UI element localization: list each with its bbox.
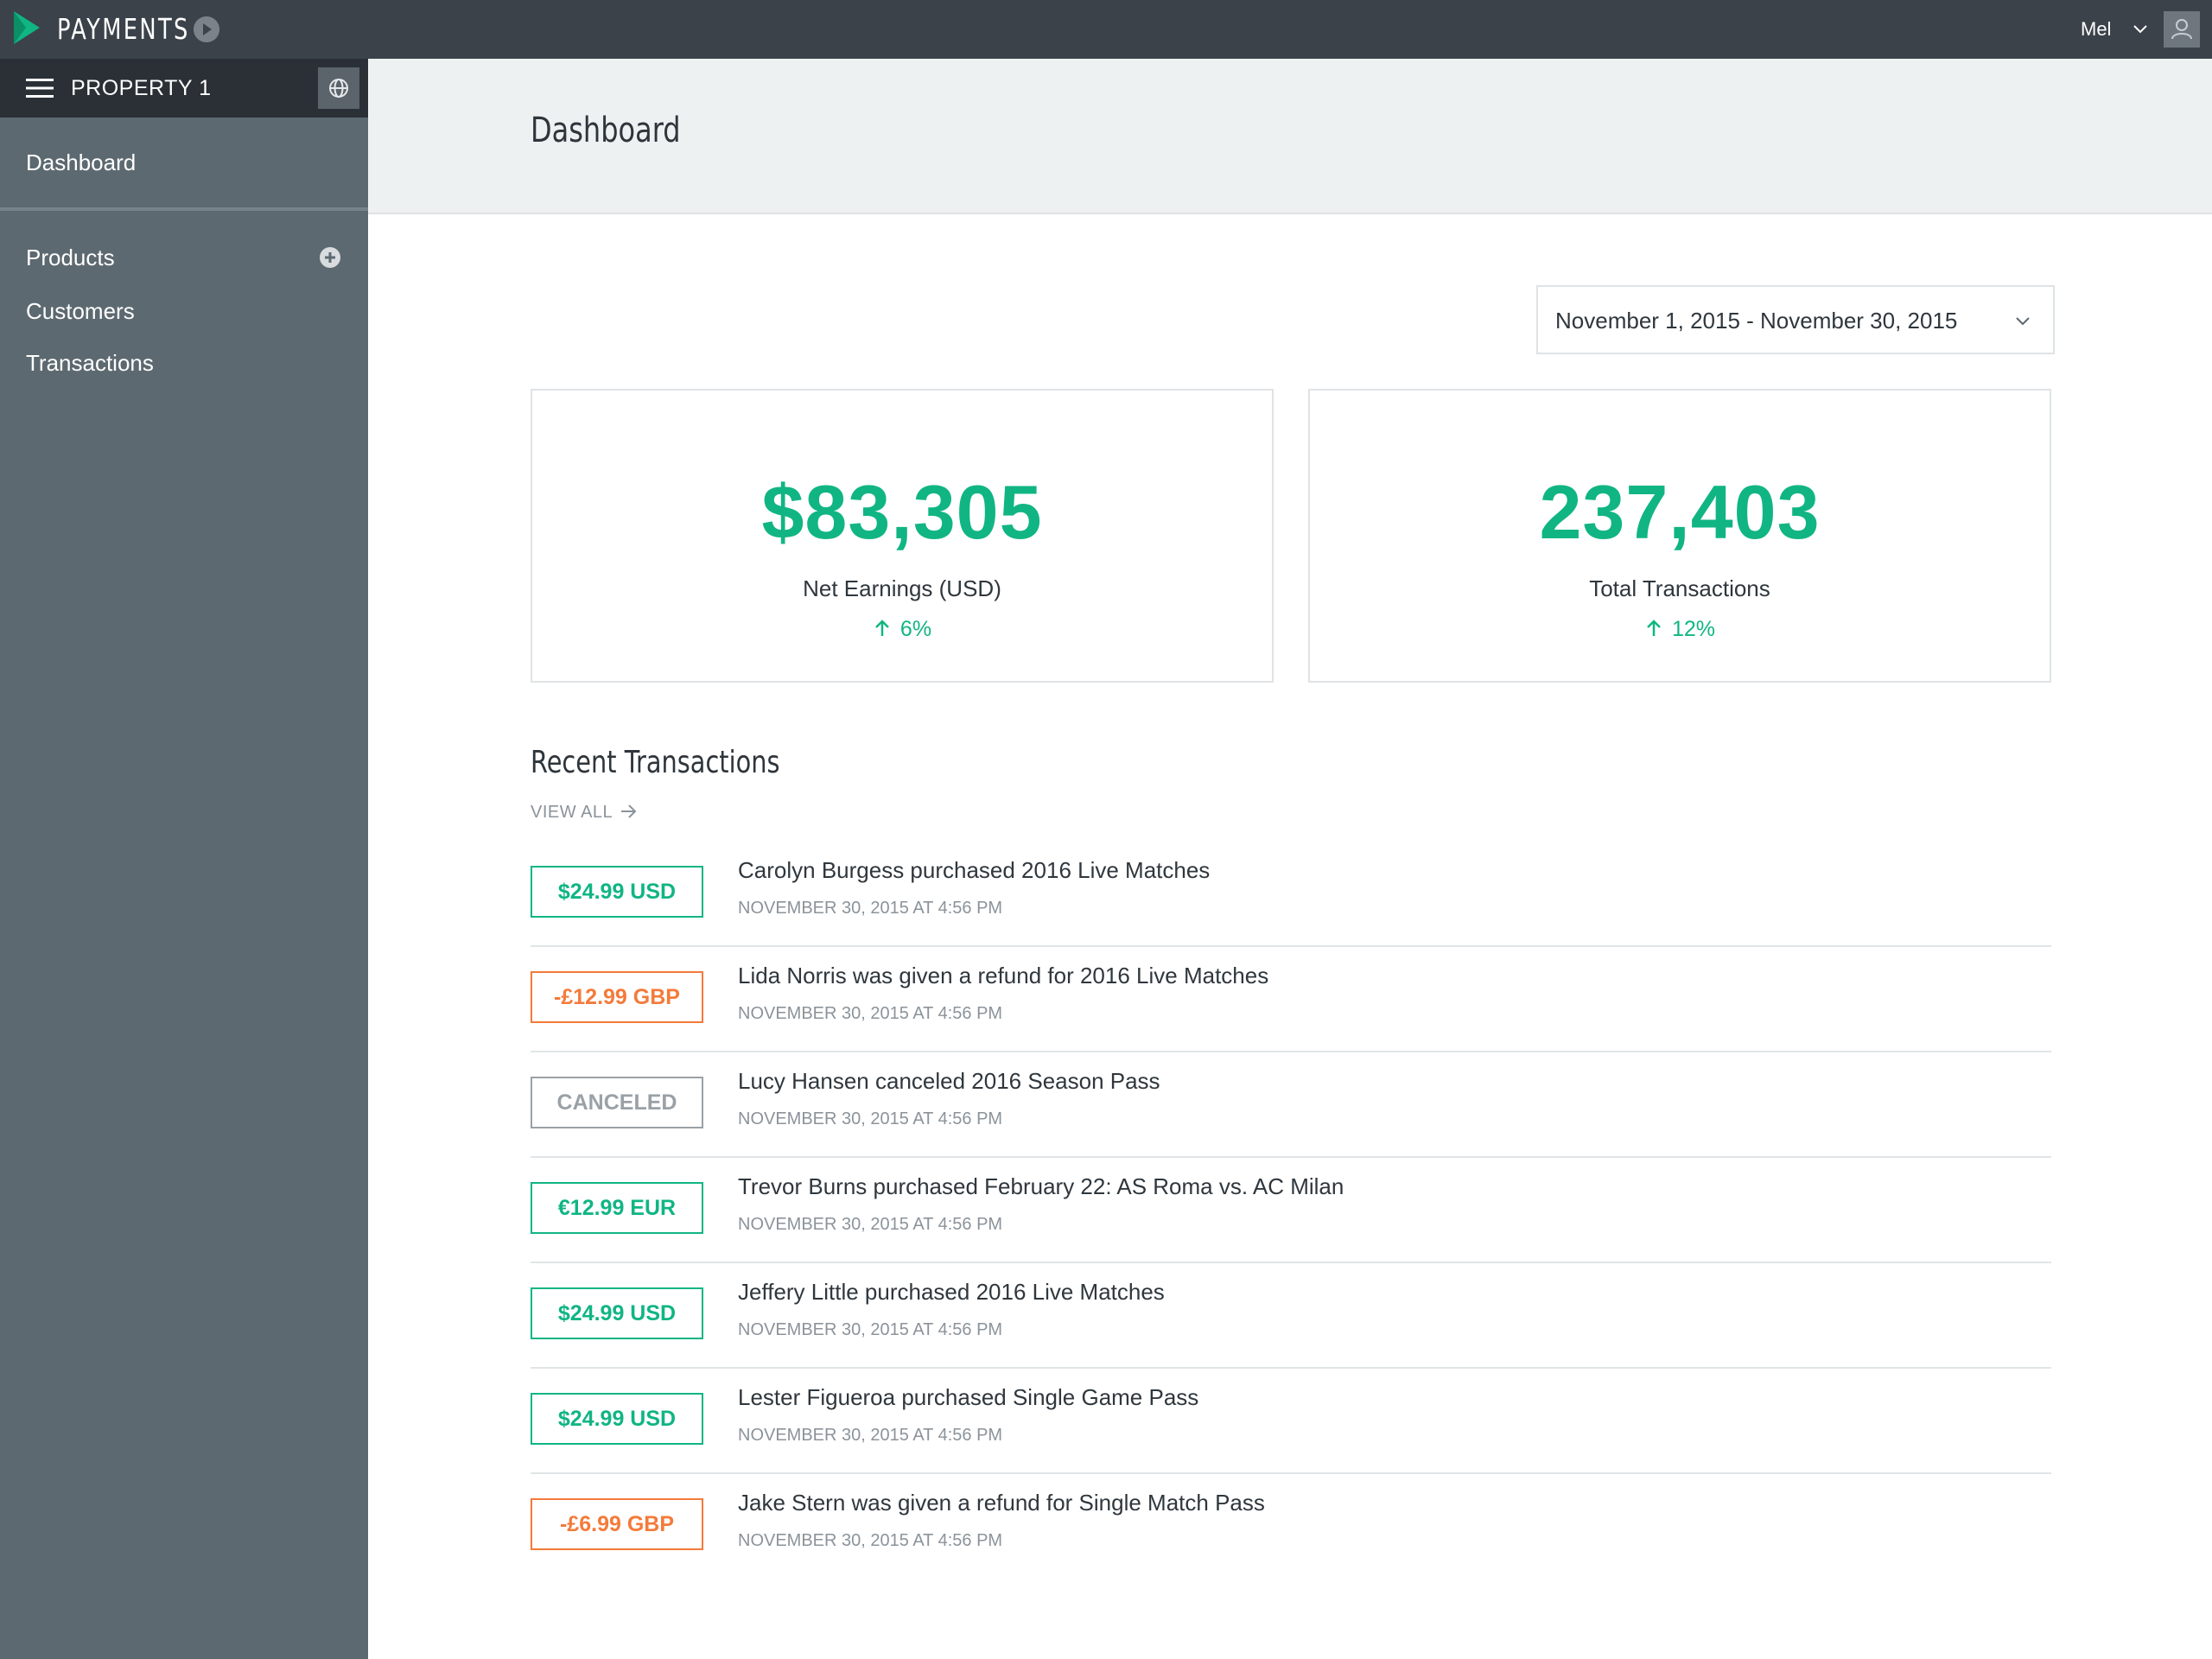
- transaction-row[interactable]: -£12.99 GBP Lida Norris was given a refu…: [531, 947, 2051, 1052]
- payments-logo-icon[interactable]: [14, 11, 40, 44]
- globe-icon: [329, 79, 348, 98]
- sidebar-item-products[interactable]: Products: [0, 235, 368, 280]
- sidebar: PROPERTY 1 Dashboard Products Customers …: [0, 59, 368, 1659]
- transaction-description: Trevor Burns purchased February 22: AS R…: [738, 1173, 1344, 1199]
- sidebar-item-dashboard[interactable]: Dashboard: [0, 119, 368, 206]
- sidebar-item-customers[interactable]: Customers: [0, 289, 368, 334]
- user-name[interactable]: Mel: [2081, 18, 2112, 40]
- view-all-link[interactable]: VIEW ALL: [531, 803, 613, 822]
- page-title: Dashboard: [531, 111, 681, 150]
- net-earnings-value: $83,305: [761, 469, 1043, 555]
- transaction-time: NOVEMBER 30, 2015 AT 4:56 PM: [738, 1320, 1003, 1339]
- transaction-description: Lida Norris was given a refund for 2016 …: [738, 963, 1269, 988]
- total-transactions-card: 237,403 Total Transactions 12%: [1308, 389, 2051, 683]
- net-earnings-delta: 6%: [532, 617, 1272, 642]
- transaction-description: Lester Figueroa purchased Single Game Pa…: [738, 1384, 1199, 1410]
- transaction-row[interactable]: $24.99 USD Lester Figueroa purchased Sin…: [531, 1369, 2051, 1474]
- property-selector[interactable]: PROPERTY 1: [0, 59, 368, 118]
- date-range-value: November 1, 2015 - November 30, 2015: [1555, 308, 1958, 334]
- amount-badge: -£12.99 GBP: [531, 971, 703, 1023]
- transaction-row[interactable]: -£6.99 GBP Jake Stern was given a refund…: [531, 1474, 2051, 1580]
- date-range-select[interactable]: November 1, 2015 - November 30, 2015: [1536, 285, 2055, 354]
- transaction-row[interactable]: €12.99 EUR Trevor Burns purchased Februa…: [531, 1158, 2051, 1263]
- amount-badge: $24.99 USD: [531, 866, 703, 918]
- transaction-time: NOVEMBER 30, 2015 AT 4:56 PM: [738, 899, 1003, 918]
- net-earnings-card: $83,305 Net Earnings (USD) 6%: [531, 389, 1274, 683]
- user-icon: [2171, 19, 2192, 40]
- recent-transactions-title: Recent Transactions: [531, 745, 780, 780]
- transaction-time: NOVEMBER 30, 2015 AT 4:56 PM: [738, 1109, 1003, 1128]
- amount-badge: $24.99 USD: [531, 1287, 703, 1339]
- transaction-description: Lucy Hansen canceled 2016 Season Pass: [738, 1068, 1160, 1094]
- sidebar-item-label: Customers: [26, 298, 135, 324]
- property-name[interactable]: PROPERTY 1: [71, 76, 212, 100]
- transaction-description: Jake Stern was given a refund for Single…: [738, 1490, 1265, 1516]
- delta-value: 12%: [1671, 617, 1716, 641]
- top-bar: PAYMENTS Mel: [0, 0, 2212, 59]
- transaction-time: NOVEMBER 30, 2015 AT 4:56 PM: [738, 1531, 1003, 1550]
- sidebar-divider: [0, 207, 368, 211]
- sidebar-item-transactions[interactable]: Transactions: [0, 340, 368, 385]
- plus-circle-icon[interactable]: [320, 247, 340, 268]
- sidebar-item-label: Products: [26, 245, 115, 270]
- sidebar-item-label: Dashboard: [26, 149, 137, 175]
- sidebar-item-label: Transactions: [26, 350, 154, 376]
- transaction-row[interactable]: $24.99 USD Jeffery Little purchased 2016…: [531, 1263, 2051, 1369]
- total-transactions-value: 237,403: [1539, 469, 1821, 555]
- transaction-row[interactable]: $24.99 USD Carolyn Burgess purchased 201…: [531, 842, 2051, 947]
- arrow-right-icon[interactable]: [619, 802, 638, 821]
- page-header: Dashboard: [368, 59, 2212, 214]
- transaction-time: NOVEMBER 30, 2015 AT 4:56 PM: [738, 1426, 1003, 1445]
- total-transactions-label: Total Transactions: [1589, 575, 1770, 601]
- amount-badge: $24.99 USD: [531, 1393, 703, 1445]
- transaction-description: Jeffery Little purchased 2016 Live Match…: [738, 1279, 1165, 1305]
- amount-badge: -£6.99 GBP: [531, 1498, 703, 1550]
- transaction-time: NOVEMBER 30, 2015 AT 4:56 PM: [738, 1004, 1003, 1023]
- hamburger-menu-icon[interactable]: [26, 78, 54, 99]
- chevron-down-icon: [2016, 317, 2030, 326]
- status-badge: CANCELED: [531, 1077, 703, 1128]
- brand-name[interactable]: PAYMENTS: [57, 12, 190, 46]
- transaction-row[interactable]: CANCELED Lucy Hansen canceled 2016 Seaso…: [531, 1052, 2051, 1158]
- arrow-right-circle-icon[interactable]: [194, 16, 219, 42]
- chevron-down-icon[interactable]: [2131, 19, 2150, 38]
- globe-button[interactable]: [318, 67, 359, 109]
- amount-badge: €12.99 EUR: [531, 1182, 703, 1234]
- transaction-time: NOVEMBER 30, 2015 AT 4:56 PM: [738, 1215, 1003, 1234]
- net-earnings-label: Net Earnings (USD): [803, 575, 1001, 601]
- delta-value: 6%: [899, 617, 932, 641]
- transaction-description: Carolyn Burgess purchased 2016 Live Matc…: [738, 857, 1211, 883]
- user-avatar-button[interactable]: [2164, 11, 2200, 48]
- arrow-up-icon: [1647, 620, 1661, 636]
- total-transactions-delta: 12%: [1310, 617, 2050, 642]
- arrow-up-icon: [875, 620, 889, 636]
